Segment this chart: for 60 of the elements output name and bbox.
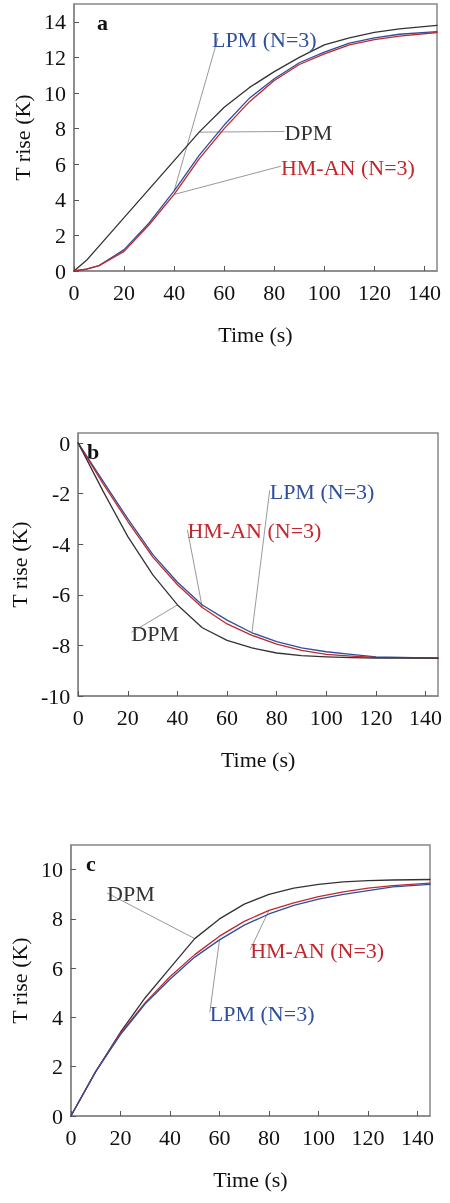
x-tick-label: 80 (258, 1124, 281, 1150)
x-tick-label: 60 (208, 1124, 231, 1150)
series-label: LPM (N=3) (209, 1000, 315, 1026)
series-label: HM-AN (N=3) (250, 938, 385, 964)
x-axis-title: Time (s) (213, 1166, 288, 1192)
series-label: HM-AN (N=3) (187, 518, 322, 544)
y-axis-title: T rise (K) (6, 521, 32, 608)
chart-title: a (97, 9, 108, 35)
x-axis-title: Time (s) (218, 321, 293, 347)
x-tick-label: 40 (166, 704, 189, 730)
y-axis-title: T rise (K) (9, 94, 35, 181)
y-tick-label: 12 (44, 44, 66, 70)
x-tick-label: 40 (163, 279, 186, 305)
y-tick-label: -10 (40, 683, 71, 709)
y-tick-label: -6 (51, 582, 71, 608)
series-label: DPM (131, 620, 180, 646)
text: HM-AN (N=3) (280, 154, 415, 180)
x-tick-label: 80 (265, 704, 288, 730)
text: DPM (284, 119, 333, 145)
y-tick-label: 8 (51, 906, 63, 932)
x-tick-label: 120 (351, 1124, 385, 1150)
y-tick-label: 8 (55, 116, 66, 142)
x-tick-label: 140 (409, 704, 443, 730)
x-tick-label: 40 (158, 1124, 181, 1150)
y-tick-label: -8 (51, 632, 71, 658)
line-series (77, 442, 439, 659)
y-tick-label: -2 (51, 481, 71, 507)
x-tick-label: 60 (213, 279, 236, 305)
x-tick-label: 80 (263, 279, 286, 305)
y-tick-label: 10 (44, 80, 66, 106)
x-tick-label: 20 (109, 1124, 132, 1150)
y-tick-label: 0 (51, 1103, 63, 1129)
x-tick-label: 140 (401, 1124, 435, 1150)
y-tick-label: 2 (51, 1054, 63, 1080)
y-tick-label: 6 (51, 955, 63, 981)
text: LPM (N=3) (269, 478, 375, 504)
y-tick-label: 4 (55, 187, 66, 213)
y-tick-label: 6 (55, 151, 66, 177)
x-tick-label: 140 (407, 279, 441, 305)
series-label: LPM (N=3) (211, 26, 317, 52)
x-axis-title: Time (s) (220, 746, 296, 772)
y-tick-label: 2 (55, 222, 66, 248)
x-tick-label: 100 (309, 704, 343, 730)
y-tick-label: 4 (51, 1004, 63, 1030)
x-tick-label: 20 (113, 279, 136, 305)
x-tick-label: 100 (307, 279, 341, 305)
y-tick-label: 10 (40, 857, 63, 883)
chart-title: b (87, 438, 100, 464)
x-tick-label: 100 (302, 1124, 336, 1150)
y-tick-label: -4 (51, 531, 71, 557)
x-tick-label: 120 (359, 704, 393, 730)
text: DPM (107, 881, 155, 907)
y-axis-title: T rise (K) (6, 937, 32, 1024)
y-tick-label: 0 (59, 430, 71, 456)
chart-title: c (86, 850, 96, 876)
x-tick-label: 20 (116, 704, 139, 730)
y-tick-label: 0 (55, 258, 66, 284)
y-tick-label: 14 (44, 9, 66, 35)
x-tick-label: 60 (216, 704, 239, 730)
x-tick-label: 120 (357, 279, 391, 305)
